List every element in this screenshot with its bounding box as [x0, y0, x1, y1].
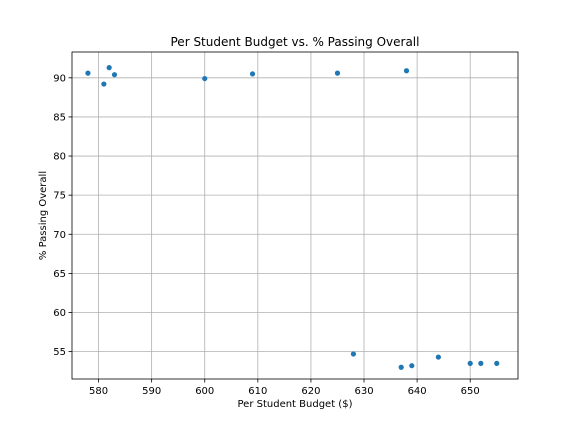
scatter-point — [494, 361, 499, 366]
x-tick-label: 650 — [461, 386, 480, 397]
y-tick-label: 70 — [53, 230, 66, 241]
y-tick-label: 65 — [53, 269, 66, 280]
x-tick-label: 580 — [89, 386, 108, 397]
scatter-point — [250, 71, 255, 76]
y-tick-label: 75 — [53, 191, 66, 202]
scatter-point — [112, 72, 117, 77]
y-tick-label: 60 — [53, 308, 66, 319]
grid — [72, 52, 518, 379]
y-tick-label: 85 — [53, 112, 66, 123]
y-axis-label: % Passing Overall — [38, 171, 49, 260]
x-tick-label: 630 — [354, 386, 373, 397]
y-tick-label: 55 — [53, 347, 66, 358]
scatter-point — [436, 354, 441, 359]
x-axis-ticks: 580 590 600 610 620 630 640 650 — [89, 379, 480, 397]
plot-frame — [72, 52, 518, 379]
scatter-point — [107, 65, 112, 70]
x-tick-label: 640 — [408, 386, 427, 397]
scatter-point — [478, 361, 483, 366]
scatter-point — [101, 81, 106, 86]
data-points — [85, 65, 499, 370]
x-tick-label: 620 — [301, 386, 320, 397]
scatter-point — [404, 68, 409, 73]
x-tick-label: 590 — [142, 386, 161, 397]
y-axis-ticks: 55 60 65 70 75 80 85 90 — [53, 73, 72, 358]
y-tick-label: 90 — [53, 73, 66, 84]
y-tick-label: 80 — [53, 152, 66, 163]
x-axis-label: Per Student Budget ($) — [238, 399, 353, 410]
scatter-point — [468, 361, 473, 366]
x-tick-label: 600 — [195, 386, 214, 397]
chart-title: Per Student Budget vs. % Passing Overall — [171, 35, 420, 49]
x-tick-label: 610 — [248, 386, 267, 397]
scatter-point — [399, 365, 404, 370]
scatter-point — [202, 76, 207, 81]
scatter-point — [409, 363, 414, 368]
scatter-point — [351, 351, 356, 356]
scatter-point — [335, 71, 340, 76]
scatter-point — [85, 71, 90, 76]
